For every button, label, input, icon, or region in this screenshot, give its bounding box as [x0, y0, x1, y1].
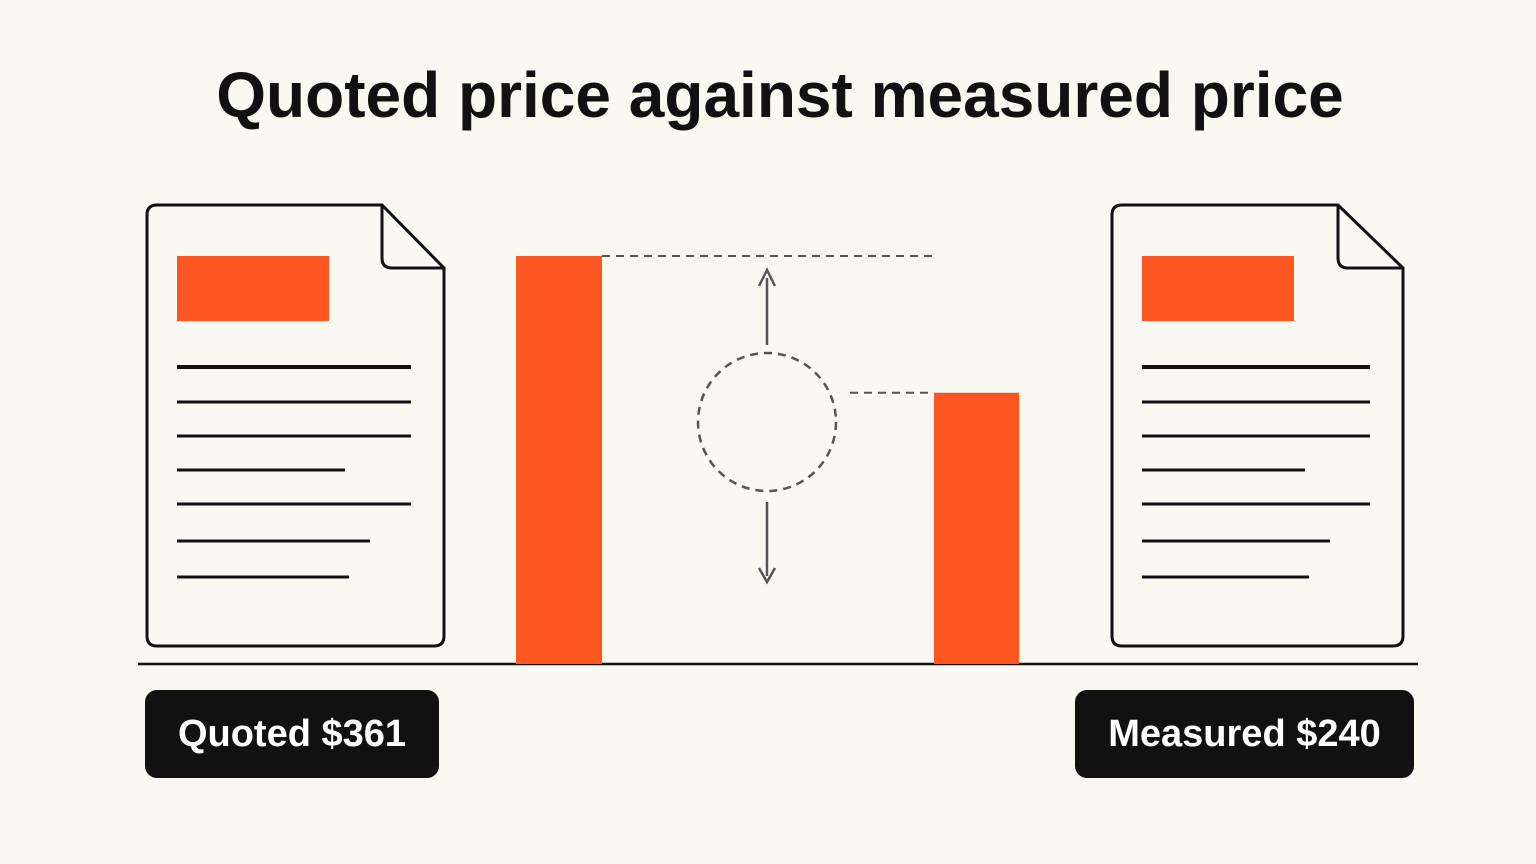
document-icon — [145, 203, 446, 648]
value-label: Measured $240 — [1108, 713, 1381, 755]
chart-title: Quoted price against measured price — [216, 59, 1343, 131]
document-icon — [1110, 203, 1405, 648]
label-box — [1075, 690, 1414, 778]
bar — [516, 256, 602, 664]
value-label: Quoted $361 — [178, 713, 406, 755]
bar — [934, 392, 1019, 664]
comparison-circle — [696, 351, 838, 493]
label-box — [145, 690, 439, 778]
arrows — [757, 267, 777, 585]
